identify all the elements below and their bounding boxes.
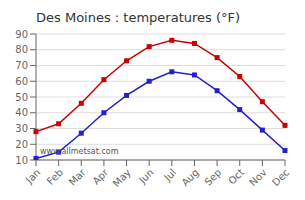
svg-text:10: 10 <box>15 155 28 166</box>
svg-text:Feb: Feb <box>45 167 65 187</box>
svg-text:Jun: Jun <box>136 167 156 187</box>
svg-text:May: May <box>111 167 133 189</box>
svg-text:30: 30 <box>15 123 28 134</box>
html-text:www.allmetsat.com: www.allmetsat.com <box>40 147 119 156</box>
svg-text:Jul: Jul <box>161 167 178 184</box>
svg-text:Oct: Oct <box>226 167 246 187</box>
svg-text:Apr: Apr <box>90 166 111 187</box>
svg-text:Dec: Dec <box>270 167 291 188</box>
svg-text:70: 70 <box>15 60 28 71</box>
svg-text:Jan: Jan <box>23 167 42 186</box>
svg-text:Mar: Mar <box>67 166 89 188</box>
html-text:Des Moines : temperatures (°F): Des Moines : temperatures (°F) <box>36 10 241 25</box>
svg-text:90: 90 <box>15 29 28 40</box>
svg-text:Nov: Nov <box>247 167 269 189</box>
svg-text:20: 20 <box>15 139 28 150</box>
svg-text:80: 80 <box>15 44 28 55</box>
svg-text:Sep: Sep <box>202 167 223 188</box>
svg-text:50: 50 <box>15 92 28 103</box>
svg-text:60: 60 <box>15 76 28 87</box>
svg-text:40: 40 <box>15 107 28 118</box>
svg-text:Aug: Aug <box>179 167 201 189</box>
